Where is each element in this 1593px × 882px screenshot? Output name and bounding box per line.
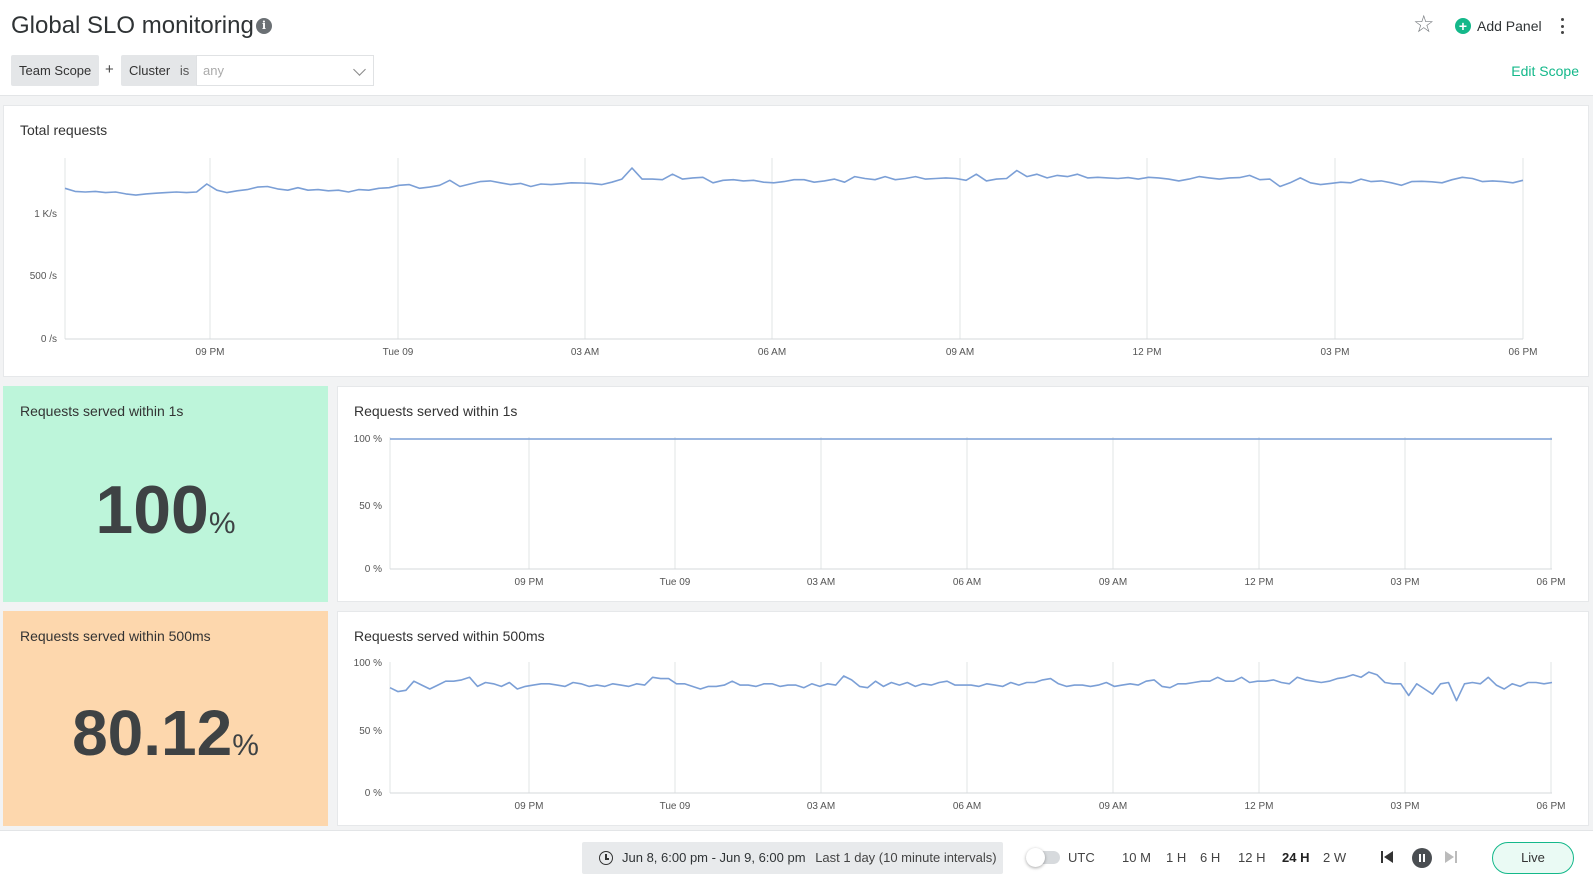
panel-title: Total requests [20,122,108,138]
x-tick-label: 06 AM [953,577,981,588]
pause-button[interactable] [1412,848,1432,868]
time-range-description: Last 1 day (10 minute intervals) [815,850,997,865]
skip-back-icon[interactable] [1381,850,1395,864]
x-tick-label: 09 PM [515,801,544,812]
scope-plus: + [105,61,114,78]
y-tick-label: 0 % [365,788,382,799]
add-panel-button[interactable]: + Add Panel [1455,18,1542,34]
x-tick-label: 09 AM [1099,801,1127,812]
interval-1h[interactable]: 1 H [1166,850,1187,865]
time-range: Jun 8, 6:00 pm - Jun 9, 6:00 pm [622,850,806,865]
x-tick-label: 09 AM [1099,577,1127,588]
interval-2w[interactable]: 2 W [1323,850,1347,865]
utc-label: UTC [1068,850,1095,865]
stat-panel-1s: Requests served within 1s 100% [3,386,328,602]
requests-500ms-panel: Requests served within 500ms 0 % 50 % 100 … [337,611,1589,826]
x-tick-label: 12 PM [1245,577,1274,588]
time-range-picker[interactable]: Jun 8, 6:00 pm - Jun 9, 6:00 pm Last 1 d… [582,842,1003,874]
x-tick-label: Tue 09 [660,577,691,588]
stat-panel-500ms: Requests served within 500ms 80.12% [3,611,328,826]
stat-unit: % [232,729,259,762]
star-icon[interactable]: ☆ [1413,11,1435,38]
skip-forward-icon[interactable] [1445,850,1459,864]
x-tick-label: 12 PM [1133,347,1162,358]
y-tick-label: 50 % [359,726,382,737]
x-tick-label: 09 AM [946,347,974,358]
x-tick-label: 03 PM [1321,347,1350,358]
stat-value: 80.12% [4,696,327,770]
interval-6h[interactable]: 6 H [1200,850,1221,865]
cluster-key: Cluster [129,63,171,78]
cluster-filter-chip[interactable]: Cluster is [121,55,198,86]
x-tick-label: 03 AM [807,577,835,588]
stat-number: 100 [95,472,209,548]
utc-toggle[interactable] [1026,848,1060,867]
interval-24h[interactable]: 24 H [1282,850,1310,865]
y-tick-label: 50 % [359,501,382,512]
stat-number: 80.12 [72,697,233,769]
team-scope-chip[interactable]: Team Scope [11,55,100,86]
x-tick-label: 06 AM [758,347,786,358]
clock-icon [599,851,613,865]
y-tick-label: 0 % [365,564,382,575]
x-tick-label: 03 PM [1391,577,1420,588]
interval-12h[interactable]: 12 H [1238,850,1266,865]
x-tick-label: 06 PM [1509,347,1538,358]
time-controls-bar: Jun 8, 6:00 pm - Jun 9, 6:00 pm Last 1 d… [0,830,1593,882]
x-tick-label: 03 AM [807,801,835,812]
interval-10m[interactable]: 10 M [1122,850,1151,865]
panel-title: Requests served within 1s [354,403,518,419]
info-icon[interactable]: i [256,18,272,34]
y-tick-label: 100 % [354,434,382,445]
x-tick-label: 06 PM [1537,801,1566,812]
x-tick-label: 09 PM [196,347,225,358]
x-tick-label: Tue 09 [383,347,414,358]
stat-value: 100% [4,471,327,549]
requests-1s-chart: 0 % 50 % 100 % 09 PM Tue 09 03 AM 06 AM 09 AM 12… [354,434,1566,588]
y-tick-label: 0 /s [41,334,57,345]
y-tick-label: 100 % [354,658,382,669]
total-requests-chart: 0 /s 500 /s 1 K/s 09 PM Tue 09 03 AM 06 AM 09 A… [30,158,1538,358]
x-tick-label: 09 PM [515,577,544,588]
cluster-value: any [203,63,224,78]
panel-title: Requests served within 500ms [20,628,211,644]
x-tick-label: 06 AM [953,801,981,812]
toggle-knob [1026,848,1045,867]
plus-circle-icon: + [1455,18,1471,34]
y-tick-label: 500 /s [30,271,57,282]
series-line [389,671,1553,702]
x-tick-label: 03 AM [571,347,599,358]
cluster-value-select[interactable]: any [196,55,374,86]
x-tick-label: 06 PM [1537,577,1566,588]
stat-unit: % [208,507,236,540]
edit-scope-link[interactable]: Edit Scope [1511,63,1579,79]
requests-1s-panel: Requests served within 1s 0 % 50 % 100 % 09… [337,386,1589,602]
x-tick-label: Tue 09 [660,801,691,812]
x-tick-label: 03 PM [1391,801,1420,812]
cluster-operator: is [179,63,190,78]
page-title: Global SLO monitoring [11,12,254,39]
live-button[interactable]: Live [1492,842,1574,874]
y-tick-label: 1 K/s [34,209,57,220]
chevron-down-icon [353,63,366,76]
total-requests-panel: Total requests 0 /s 500 /s 1 K/s 09 PM Tue 0… [3,105,1589,377]
panel-title: Requests served within 1s [20,403,184,419]
series-line [64,167,1524,196]
kebab-menu-icon[interactable] [1557,16,1567,36]
add-panel-label: Add Panel [1477,18,1542,34]
panel-title: Requests served within 500ms [354,628,545,644]
x-tick-label: 12 PM [1245,801,1274,812]
dashboard-header: Global SLO monitoring i ☆ + Add Panel Te… [0,0,1593,96]
requests-500ms-chart: 0 % 50 % 100 % 09 PM Tue 09 03 AM 06 AM 09 AM 12… [354,658,1566,812]
